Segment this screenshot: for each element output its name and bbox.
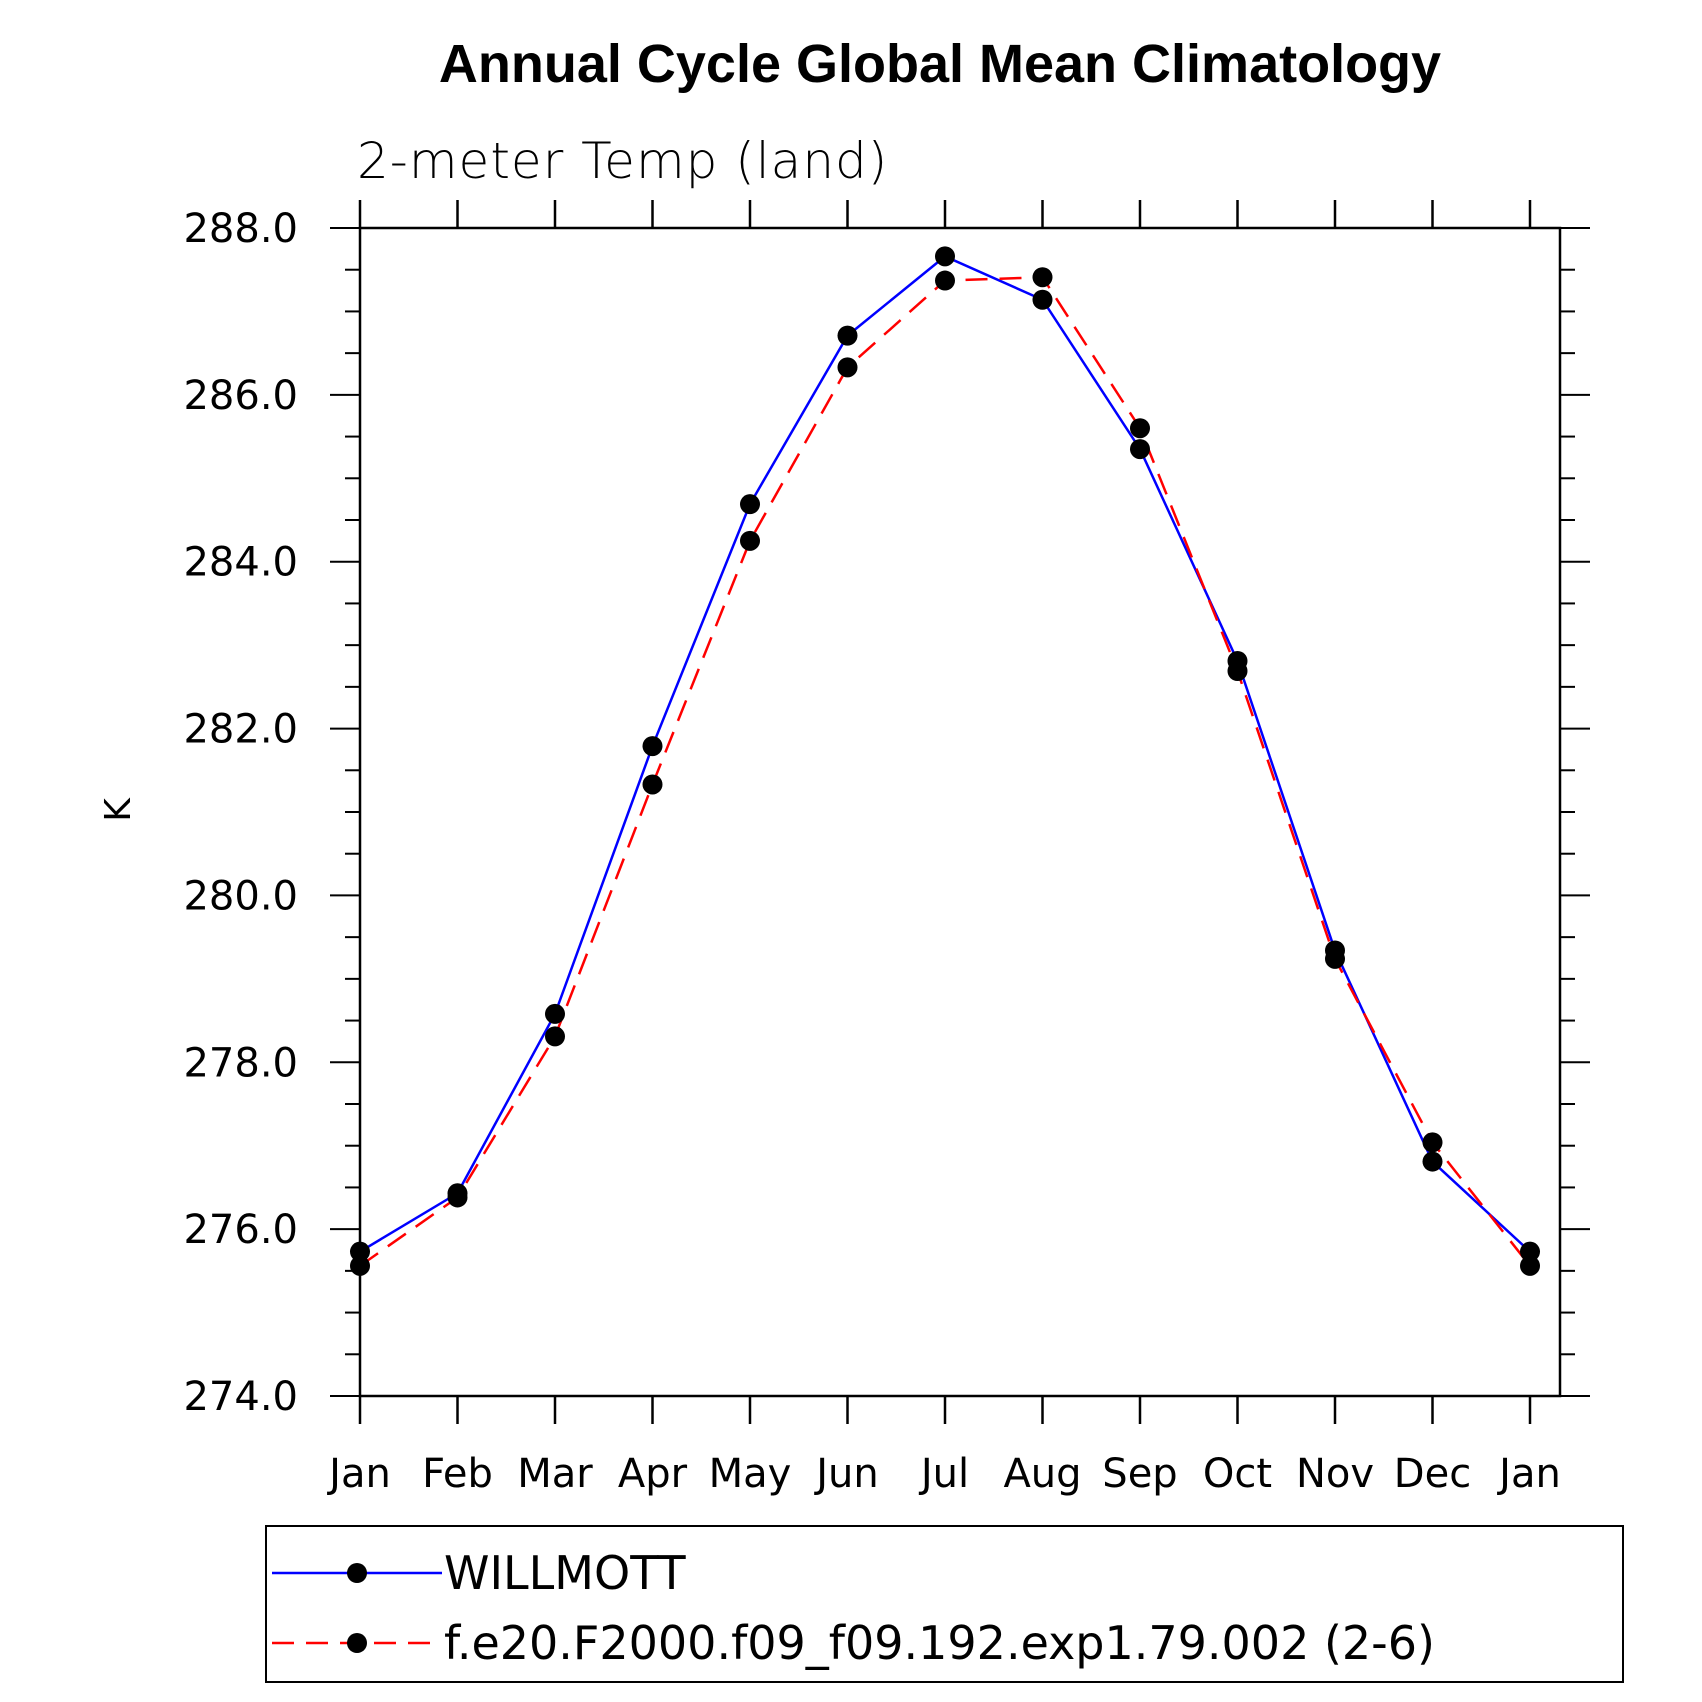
series-0-point: [1520, 1241, 1540, 1262]
legend-marker-model: [347, 1633, 367, 1653]
plot-frame: [358, 226, 1562, 1398]
legend-label-willmott: WILLMOTT: [444, 1546, 686, 1600]
series-lines: [359, 254, 1531, 1267]
chart-title: Annual Cycle Global Mean Climatology: [439, 34, 1441, 94]
series-1-point: [1325, 948, 1345, 969]
series-0-point: [837, 325, 858, 346]
y-tick-label: 284.0: [183, 540, 298, 586]
x-tick-label: Apr: [618, 1451, 688, 1497]
x-tick-label: Nov: [1296, 1451, 1374, 1497]
series-1-point: [837, 357, 858, 378]
series-1-point: [740, 530, 760, 551]
y-tick-label: 280.0: [183, 873, 298, 919]
series-0-point: [740, 494, 760, 515]
y-tick-label: 282.0: [183, 707, 298, 753]
y-tick-label: 286.0: [183, 373, 298, 419]
series-0-point: [545, 1003, 565, 1024]
series-line-1: [359, 275, 1531, 1267]
series-0-point: [935, 246, 955, 267]
x-tick-label: Feb: [422, 1451, 493, 1497]
x-tick-label: Jan: [1496, 1451, 1561, 1497]
series-1-point: [1520, 1255, 1540, 1276]
x-tick-label: Jun: [813, 1451, 879, 1497]
x-tick-label: Sep: [1102, 1451, 1177, 1497]
legend-label-model: f.e20.F2000.f09_f09.192.exp1.79.002 (2-6…: [444, 1616, 1435, 1670]
y-tick-label: 276.0: [183, 1207, 298, 1253]
series-0-point: [1130, 439, 1150, 460]
series-0-point: [1422, 1151, 1443, 1172]
axis-ticks: [330, 200, 1590, 1424]
series-markers: [350, 246, 1540, 1276]
x-tick-label: Jan: [326, 1451, 391, 1497]
y-tick-labels: 274.0 276.0 278.0 280.0 282.0 284.0 286.0 288.0: [183, 206, 298, 1420]
series-1-point: [1130, 418, 1150, 439]
y-tick-label: 288.0: [183, 206, 298, 252]
x-tick-label: Dec: [1394, 1451, 1471, 1497]
plot-border: [358, 226, 1562, 1398]
y-tick-label: 274.0: [183, 1374, 298, 1420]
x-tick-label: Oct: [1203, 1451, 1272, 1497]
series-1-point: [350, 1255, 370, 1276]
series-1-point: [642, 774, 663, 795]
legend-box: [265, 1525, 1624, 1683]
series-0-point: [642, 736, 663, 757]
series-1-point: [447, 1187, 468, 1208]
x-tick-label: Aug: [1003, 1451, 1081, 1497]
x-tick-labels: Jan Feb Mar Apr May Jun Jul Aug Sep Oct Nov Dec Jan: [326, 1451, 1561, 1497]
x-tick-label: Jul: [918, 1451, 969, 1497]
series-1-point: [1227, 661, 1248, 682]
series-1-point: [545, 1026, 565, 1047]
x-tick-label: Mar: [517, 1451, 593, 1497]
y-tick-label: 278.0: [183, 1040, 298, 1086]
legend-marker-willmott: [347, 1563, 367, 1583]
series-1-point: [1422, 1132, 1443, 1153]
series-1-point: [935, 270, 955, 291]
chart-subtitle: 2-meter Temp (land): [357, 132, 888, 190]
series-0-point: [1032, 289, 1053, 310]
series-0-point: [350, 1241, 370, 1262]
series-line-0: [359, 254, 1531, 1253]
x-tick-label: May: [709, 1451, 792, 1497]
series-1-point: [1032, 267, 1053, 288]
legend: WILLMOTT f.e20.F2000.f09_f09.192.exp1.79…: [265, 1525, 1624, 1683]
y-axis-label: K: [98, 797, 139, 822]
